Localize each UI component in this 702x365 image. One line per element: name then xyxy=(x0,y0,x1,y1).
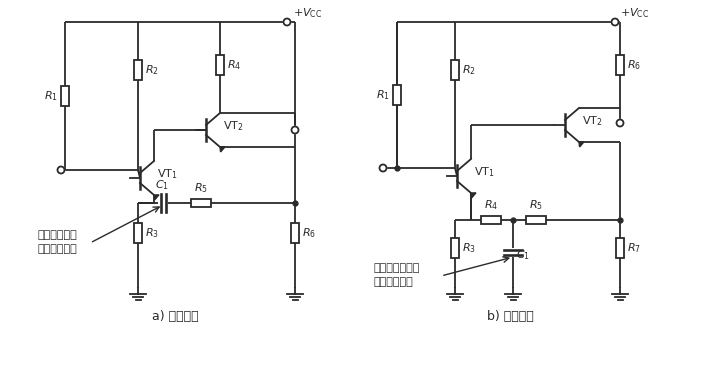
Text: b) 直流反饋: b) 直流反饋 xyxy=(486,310,534,323)
Polygon shape xyxy=(471,193,476,198)
Text: VT$_2$: VT$_2$ xyxy=(582,114,602,128)
Text: VT$_1$: VT$_1$ xyxy=(157,167,178,181)
Text: VT$_2$: VT$_2$ xyxy=(223,119,244,133)
Text: $+V_{\rm CC}$: $+V_{\rm CC}$ xyxy=(293,6,322,20)
Bar xyxy=(481,216,501,224)
Text: $R_4$: $R_4$ xyxy=(227,58,241,72)
Polygon shape xyxy=(579,142,584,147)
Bar xyxy=(134,60,142,80)
Bar xyxy=(616,238,624,258)
Bar xyxy=(526,216,546,224)
Polygon shape xyxy=(220,147,225,152)
Text: $R_3$: $R_3$ xyxy=(462,241,476,255)
Text: $R_1$: $R_1$ xyxy=(376,88,390,102)
Text: $R_1$: $R_1$ xyxy=(44,89,58,103)
Text: $R_5$: $R_5$ xyxy=(529,198,543,212)
Circle shape xyxy=(291,127,298,134)
Text: a) 交流反饋: a) 交流反饋 xyxy=(152,310,198,323)
Bar xyxy=(451,238,459,258)
Text: $R_3$: $R_3$ xyxy=(145,226,159,240)
Text: $R_4$: $R_4$ xyxy=(484,198,498,212)
Text: 直流反饋信號: 直流反饋信號 xyxy=(38,230,78,240)
Text: $C_1$: $C_1$ xyxy=(516,248,530,262)
Text: $R_6$: $R_6$ xyxy=(627,58,641,72)
Circle shape xyxy=(58,166,65,173)
Bar xyxy=(61,86,69,106)
Text: $R_5$: $R_5$ xyxy=(194,181,208,195)
Text: $R_2$: $R_2$ xyxy=(145,63,159,77)
Text: $R_7$: $R_7$ xyxy=(627,241,641,255)
Polygon shape xyxy=(154,195,159,200)
Bar xyxy=(191,199,211,207)
Circle shape xyxy=(380,165,387,172)
Text: 無法通過電容: 無法通過電容 xyxy=(38,244,78,254)
Bar xyxy=(216,55,224,75)
Text: $C_1$: $C_1$ xyxy=(155,178,169,192)
Text: 信號旁路到地: 信號旁路到地 xyxy=(373,277,413,287)
Circle shape xyxy=(284,19,291,26)
Circle shape xyxy=(611,19,618,26)
Text: 電容將交流反饋: 電容將交流反饋 xyxy=(373,263,419,273)
Text: $R_2$: $R_2$ xyxy=(462,63,476,77)
Bar xyxy=(451,60,459,80)
Bar xyxy=(616,55,624,75)
Bar xyxy=(134,223,142,243)
Bar xyxy=(291,223,299,243)
Text: VT$_1$: VT$_1$ xyxy=(474,165,495,179)
Text: $+V_{\rm CC}$: $+V_{\rm CC}$ xyxy=(620,6,649,20)
Circle shape xyxy=(616,119,623,127)
Text: $R_6$: $R_6$ xyxy=(302,226,316,240)
Bar xyxy=(393,85,401,105)
